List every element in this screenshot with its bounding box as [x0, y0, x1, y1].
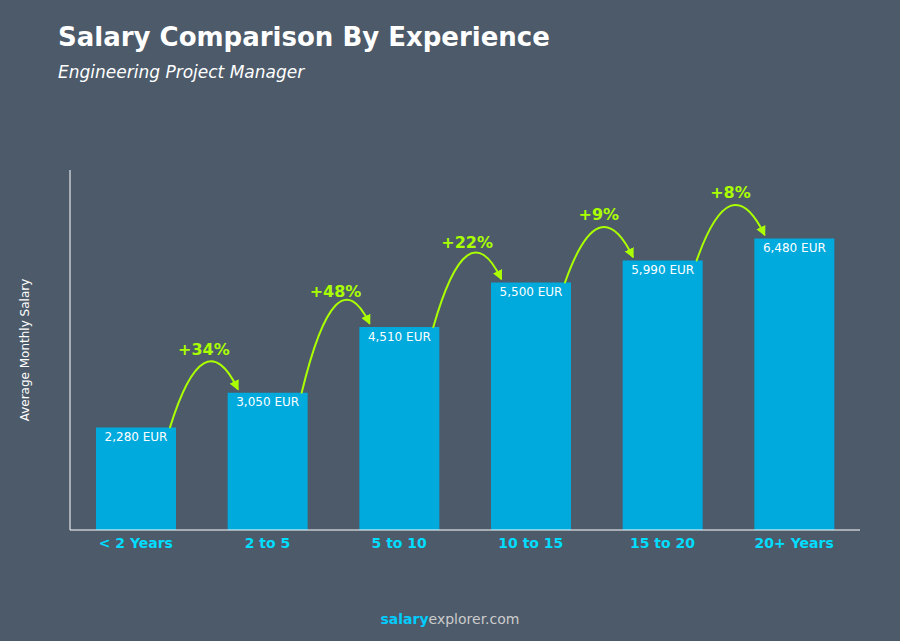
- svg-text:6,480 EUR: 6,480 EUR: [763, 241, 826, 255]
- html-text:salary explorer.com: salary explorer.com: [380, 611, 520, 627]
- svg-text:15 to 20: 15 to 20: [630, 535, 695, 551]
- svg-text:3,050 EUR: 3,050 EUR: [236, 395, 299, 409]
- html-text:Engineering Project Manager: Engineering Project Manager: [58, 62, 305, 82]
- html-text:Salary Comparison By Experienc: Salary Comparison By Experience: [58, 22, 550, 52]
- svg-text:+34%: +34%: [178, 340, 230, 359]
- svg-text:< 2 Years: < 2 Years: [99, 535, 173, 551]
- svg-text:2 to 5: 2 to 5: [245, 535, 291, 551]
- svg-text:5,990 EUR: 5,990 EUR: [631, 263, 694, 277]
- svg-text:+8%: +8%: [710, 183, 751, 202]
- svg-text:5,500 EUR: 5,500 EUR: [500, 285, 563, 299]
- svg-text:20+ Years: 20+ Years: [755, 535, 834, 551]
- svg-text:10 to 15: 10 to 15: [498, 535, 563, 551]
- svg-text:+22%: +22%: [441, 233, 493, 252]
- svg-text:+9%: +9%: [579, 205, 620, 224]
- svg-text:4,510 EUR: 4,510 EUR: [368, 330, 431, 344]
- svg-text:Average Monthly Salary: Average Monthly Salary: [18, 279, 32, 422]
- svg-text:5 to 10: 5 to 10: [372, 535, 428, 551]
- svg-text:+48%: +48%: [310, 282, 362, 301]
- svg-text:2,280 EUR: 2,280 EUR: [105, 430, 168, 444]
